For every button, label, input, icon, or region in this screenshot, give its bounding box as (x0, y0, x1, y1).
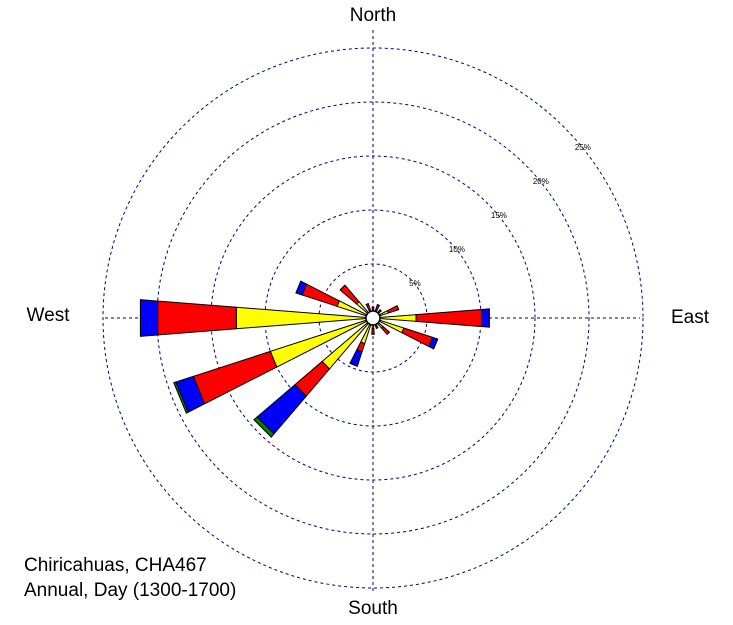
marks (139, 280, 490, 438)
north-label: North (350, 5, 396, 26)
wind-segment (433, 338, 439, 350)
r-tick-label: 20% (533, 177, 549, 186)
r-tick-label: 10% (449, 245, 465, 254)
wind-segment (157, 300, 237, 336)
wind-segment (349, 362, 358, 367)
r-tick-label: 25% (575, 143, 591, 152)
wind-segment (253, 416, 275, 438)
wind-segment (139, 299, 159, 337)
wind-segment (481, 308, 490, 328)
wind-segment (295, 281, 302, 294)
wind-segment (379, 309, 382, 312)
east-label: East (671, 307, 710, 328)
wind-segment (173, 381, 189, 414)
wind-segment (396, 305, 400, 310)
r-tick-label: 15% (491, 211, 507, 220)
r-tick-label: 5% (409, 279, 421, 288)
annotation: Annual, Day (1300-1700) (24, 580, 236, 601)
south-label: South (348, 598, 398, 619)
west-label: West (27, 305, 71, 326)
wind-segment (365, 303, 369, 305)
calm-circle (365, 310, 381, 326)
wind-segment (371, 328, 375, 335)
wind-segment (377, 304, 380, 306)
grid-ring (210, 155, 536, 481)
grid-ring (102, 47, 644, 589)
wind-segment (339, 284, 346, 291)
wind-segment (376, 327, 379, 329)
annotation: Chiricahuas, CHA467 (24, 555, 207, 576)
wind-segment (386, 331, 390, 335)
